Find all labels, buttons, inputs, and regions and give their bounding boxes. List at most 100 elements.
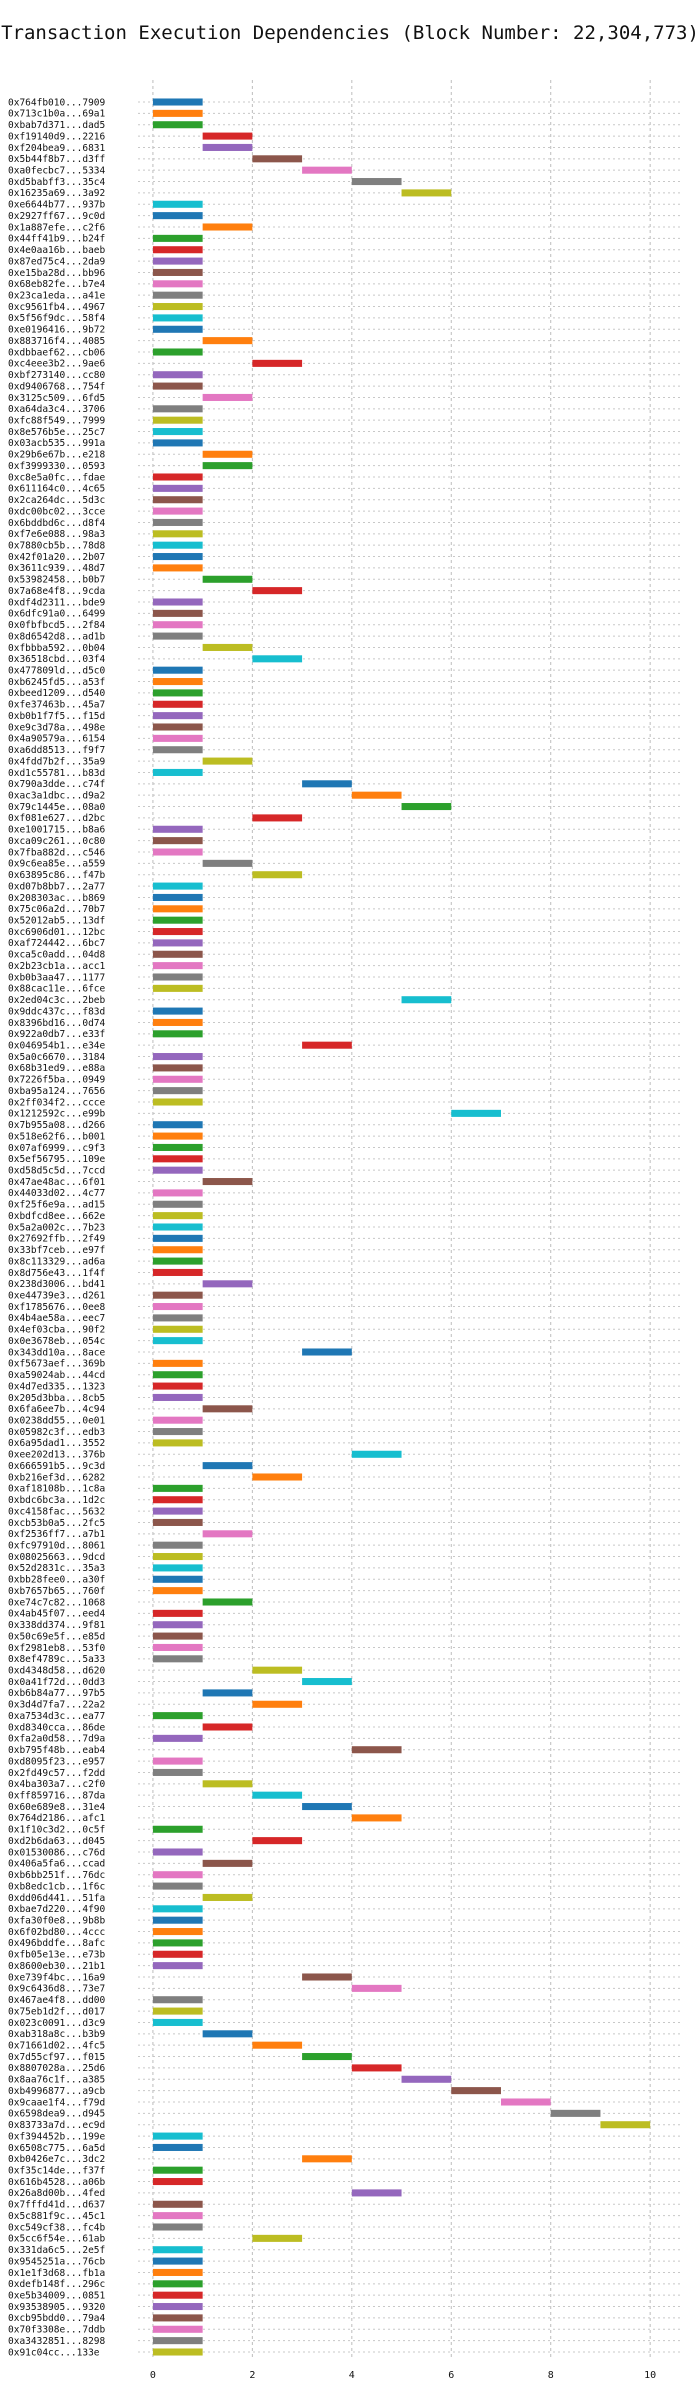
- transaction-bar: [152, 1064, 203, 1072]
- y-tick-label: 0xb8edc1cb...1f6c: [8, 1881, 105, 1892]
- transaction-bar: [202, 2030, 253, 2038]
- y-tick-label: 0x6a95dad1...3552: [8, 1438, 105, 1449]
- transaction-bar: [302, 166, 352, 174]
- transaction-bar: [202, 143, 253, 151]
- transaction-bar: [302, 1348, 352, 1356]
- y-tick-label: 0x467ae4f8...dd00: [8, 1995, 106, 2006]
- y-tick-label: 0xa59024ab...44cd: [8, 1370, 105, 1381]
- y-tick-label: 0x0e3678eb...054c: [8, 1336, 105, 1347]
- y-tick-label: 0xac3a1dbc...d9a2: [8, 790, 105, 801]
- transaction-bar: [252, 1837, 303, 1845]
- transaction-bar: [252, 1700, 303, 1708]
- transaction-bar: [152, 1212, 203, 1220]
- transaction-bar: [152, 1155, 203, 1163]
- y-tick-label: 0xbdfcd8ee...662e: [8, 1211, 106, 1222]
- x-tick-label: 10: [644, 2370, 656, 2381]
- transaction-bar: [351, 2189, 402, 2197]
- y-tick-label: 0xb7657b65...760f: [8, 1586, 105, 1597]
- transaction-bar: [152, 1871, 203, 1879]
- transaction-bar: [152, 291, 203, 299]
- transaction-bar: [152, 98, 203, 106]
- y-tick-label: 0x53982458...b0b7: [8, 575, 105, 586]
- y-tick-label: 0x496bddfe...8afc: [8, 1938, 105, 1949]
- transaction-bar: [550, 2109, 601, 2117]
- y-tick-label: 0xd8340cca...86de: [8, 1722, 106, 1733]
- y-tick-label: 0xbab7d371...dad5: [8, 120, 105, 131]
- transaction-bar: [152, 916, 203, 924]
- transaction-bar: [152, 1587, 203, 1595]
- transaction-bar: [152, 1018, 203, 1026]
- y-tick-label: 0x6bddbd6c...d8f4: [8, 518, 106, 529]
- y-tick-label: 0x6f02bd80...4ccc: [8, 1927, 105, 1938]
- transaction-bar: [252, 1473, 303, 1481]
- transaction-bar: [152, 1950, 203, 1958]
- y-tick-label: 0x5a0c6670...3184: [8, 1052, 106, 1063]
- transaction-bar: [152, 1905, 203, 1913]
- y-tick-label: 0x7226f5ba...0949: [8, 1075, 106, 1086]
- transaction-bar: [152, 200, 203, 208]
- transaction-bar: [152, 2314, 203, 2322]
- transaction-bar: [351, 2064, 402, 2072]
- y-tick-label: 0x6508c775...6a5d: [8, 2143, 105, 2154]
- transaction-bar: [202, 393, 253, 401]
- y-tick-label: 0x3d4d7fa7...22a2: [8, 1700, 105, 1711]
- y-tick-label: 0xe6644b77...937b: [8, 200, 106, 211]
- transaction-bar: [152, 1371, 203, 1379]
- transaction-bar: [152, 2280, 203, 2288]
- y-tick-label: 0x4a90579a...6154: [8, 734, 106, 745]
- transaction-bar: [302, 2155, 352, 2163]
- x-tick-label: 0: [150, 2370, 156, 2381]
- y-tick-label: 0xca5c0add...04d8: [8, 950, 106, 961]
- y-tick-label: 0x8807028a...25d6: [8, 2063, 106, 2074]
- y-tick-label: 0x79c1445e...08a0: [8, 802, 106, 813]
- y-tick-label: 0x477809ld...d5c0: [8, 665, 106, 676]
- transaction-bar: [252, 655, 303, 663]
- transaction-bar: [202, 1723, 253, 1731]
- y-tick-label: 0x03acb535...991a: [8, 438, 105, 449]
- y-tick-label: 0xe0196416...9b72: [8, 325, 105, 336]
- y-tick-label: 0x7fffd41d...d637: [8, 2200, 105, 2211]
- transaction-bar: [351, 791, 402, 799]
- y-tick-label: 0xe74c7c82...1068: [8, 1597, 106, 1608]
- transaction-bar: [152, 246, 203, 254]
- y-tick-label: 0x208303ac...b869: [8, 893, 106, 904]
- y-tick-label: 0x5a2a002c...7b23: [8, 1222, 105, 1233]
- y-tick-label: 0xca09c261...0c80: [8, 836, 106, 847]
- transaction-bar: [152, 1439, 203, 1447]
- transaction-bar: [152, 1712, 203, 1720]
- y-tick-label: 0xa64da3c4...3706: [8, 404, 106, 415]
- transaction-bar: [152, 689, 203, 697]
- transaction-bar: [152, 1393, 203, 1401]
- transaction-bar: [152, 1007, 203, 1015]
- y-tick-label: 0xa3432851...8298: [8, 2336, 106, 2347]
- y-tick-label: 0xab318a8c...b3b9: [8, 2029, 106, 2040]
- y-tick-label: 0x6dfc91a0...6499: [8, 609, 106, 620]
- y-tick-label: 0x27692ffb...2f49: [8, 1234, 106, 1245]
- transaction-bar: [252, 871, 303, 879]
- transaction-bar: [152, 2007, 203, 2015]
- y-tick-label: 0x1a887efe...c2f6: [8, 222, 106, 233]
- y-tick-label: 0xcb95bdd0...79a4: [8, 2313, 106, 2324]
- y-tick-label: 0x5cc6f54e...61ab: [8, 2234, 106, 2245]
- transaction-bar: [152, 1655, 203, 1663]
- transaction-bar: [202, 1530, 253, 1538]
- y-tick-label: 0x5f56f9dc...58f4: [8, 313, 106, 324]
- y-tick-label: 0x75eb1d2f...d017: [8, 2006, 105, 2017]
- y-tick-label: 0x1212592c...e99b: [8, 1109, 106, 1120]
- y-tick-label: 0xb216ef3d...6282: [8, 1472, 105, 1483]
- y-tick-label: 0xcb53b0a5...2fc5: [8, 1518, 105, 1529]
- transaction-bar: [152, 2325, 203, 2333]
- y-tick-label: 0x331da6c5...2e5f: [8, 2245, 105, 2256]
- y-tick-label: 0x2fd49c57...f2dd: [8, 1768, 105, 1779]
- transaction-bar: [351, 178, 402, 186]
- transaction-bar: [401, 803, 452, 811]
- y-tick-label: 0xc4158fac...5632: [8, 1506, 105, 1517]
- y-tick-label: 0x60e689e8...31e4: [8, 1802, 106, 1813]
- y-tick-label: 0xd1c55781...b83d: [8, 768, 105, 779]
- transaction-bar: [152, 1246, 203, 1254]
- y-tick-label: 0xff859716...87da: [8, 1790, 105, 1801]
- transaction-bar: [152, 541, 203, 549]
- transaction-bar: [152, 2178, 203, 2186]
- y-tick-label: 0x338dd374...9f81: [8, 1620, 106, 1631]
